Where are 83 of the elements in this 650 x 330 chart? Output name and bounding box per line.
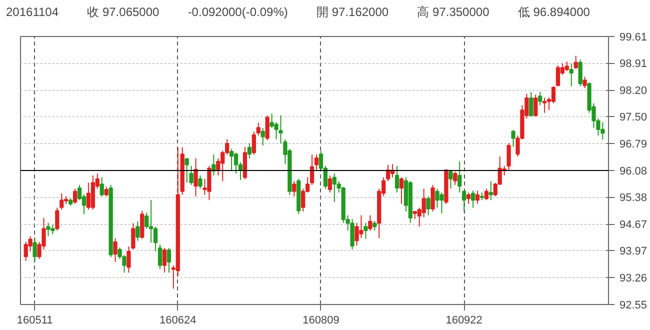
candlestick <box>475 190 480 204</box>
x-tick-label: 160922 <box>446 314 482 326</box>
candlestick <box>104 186 108 197</box>
candlestick <box>556 64 560 87</box>
x-tick-label: 160624 <box>160 314 196 326</box>
y-tick-label: 95.38 <box>620 192 648 204</box>
candlestick <box>265 114 270 141</box>
x-tick-label: 160809 <box>302 314 340 326</box>
y-tick-label: 99.61 <box>620 32 648 44</box>
candlestick <box>256 122 260 136</box>
candlestick <box>162 247 167 274</box>
candlestick <box>386 164 390 182</box>
text: -0.092000(-0.09%) <box>188 4 288 21</box>
candlestick <box>368 214 372 231</box>
y-tick-label: 96.79 <box>620 138 648 151</box>
y-tick-label: 97.50 <box>620 112 648 124</box>
candlestick <box>153 226 158 252</box>
candlestick <box>72 188 78 204</box>
candlestick <box>484 188 488 201</box>
candlestick <box>100 176 104 197</box>
candlestick <box>310 154 314 186</box>
candlestick <box>578 59 582 87</box>
candlestick <box>564 61 569 72</box>
y-tick-label: 98.20 <box>620 85 648 98</box>
text: 開 97.162000 <box>316 4 389 21</box>
candlestick <box>399 176 404 204</box>
candlestick <box>466 192 471 204</box>
text: 收 97.065000 <box>87 4 160 21</box>
x-tick-label: 160511 <box>16 314 53 326</box>
candlestick <box>144 212 149 230</box>
candlestick <box>426 196 430 216</box>
candlestick <box>60 192 64 210</box>
y-tick-label: 94.67 <box>620 219 648 232</box>
candlestick <box>506 142 511 170</box>
candlestick <box>136 220 140 242</box>
candlestick <box>551 86 556 104</box>
candlestick <box>126 246 131 274</box>
candlestick <box>372 220 377 231</box>
candlestick <box>113 238 118 262</box>
candlestick <box>538 91 542 106</box>
candlestick <box>189 165 194 186</box>
candlestick <box>448 169 453 190</box>
candlestick <box>234 152 238 174</box>
y-tick-label: 92.55 <box>620 300 648 312</box>
candlestick <box>166 247 172 274</box>
candlestick <box>458 160 462 194</box>
candlestick <box>574 55 578 70</box>
candlestick <box>394 165 400 194</box>
candlestick <box>229 148 234 171</box>
text: 低 96.894000 <box>518 4 590 21</box>
candlestick <box>542 97 547 114</box>
candlestick <box>252 131 256 156</box>
candlestick <box>488 180 493 201</box>
candlestick <box>32 238 37 262</box>
candlestick <box>158 244 162 270</box>
candlestick <box>462 190 466 212</box>
y-tick-label: 93.97 <box>620 246 648 258</box>
y-tick-label: 98.91 <box>620 58 648 70</box>
candlestick <box>328 174 332 194</box>
candlestick <box>534 94 538 118</box>
y-tick-label: 93.26 <box>620 272 648 285</box>
candlestick <box>55 207 60 231</box>
candlestick <box>430 184 435 212</box>
candlestick <box>247 142 252 159</box>
candlestick <box>364 222 368 240</box>
candlestick <box>470 190 476 208</box>
candlestick <box>198 174 202 190</box>
y-tick-label: 96.08 <box>620 166 648 178</box>
candlestick <box>582 76 587 89</box>
candlestick <box>140 210 144 240</box>
candlestick <box>194 158 198 197</box>
candlestick <box>422 188 426 218</box>
candlestick <box>86 182 91 210</box>
candlestick <box>511 129 516 148</box>
candlestick <box>529 91 534 118</box>
candlestick <box>292 180 296 197</box>
candlestick <box>131 222 136 250</box>
candlestick <box>453 171 458 186</box>
candlestick <box>314 154 319 170</box>
chart-title: 20161104 <box>6 4 58 21</box>
candlestick <box>569 62 574 87</box>
text: 高 97.350000 <box>417 4 490 21</box>
candlestick <box>260 127 265 146</box>
